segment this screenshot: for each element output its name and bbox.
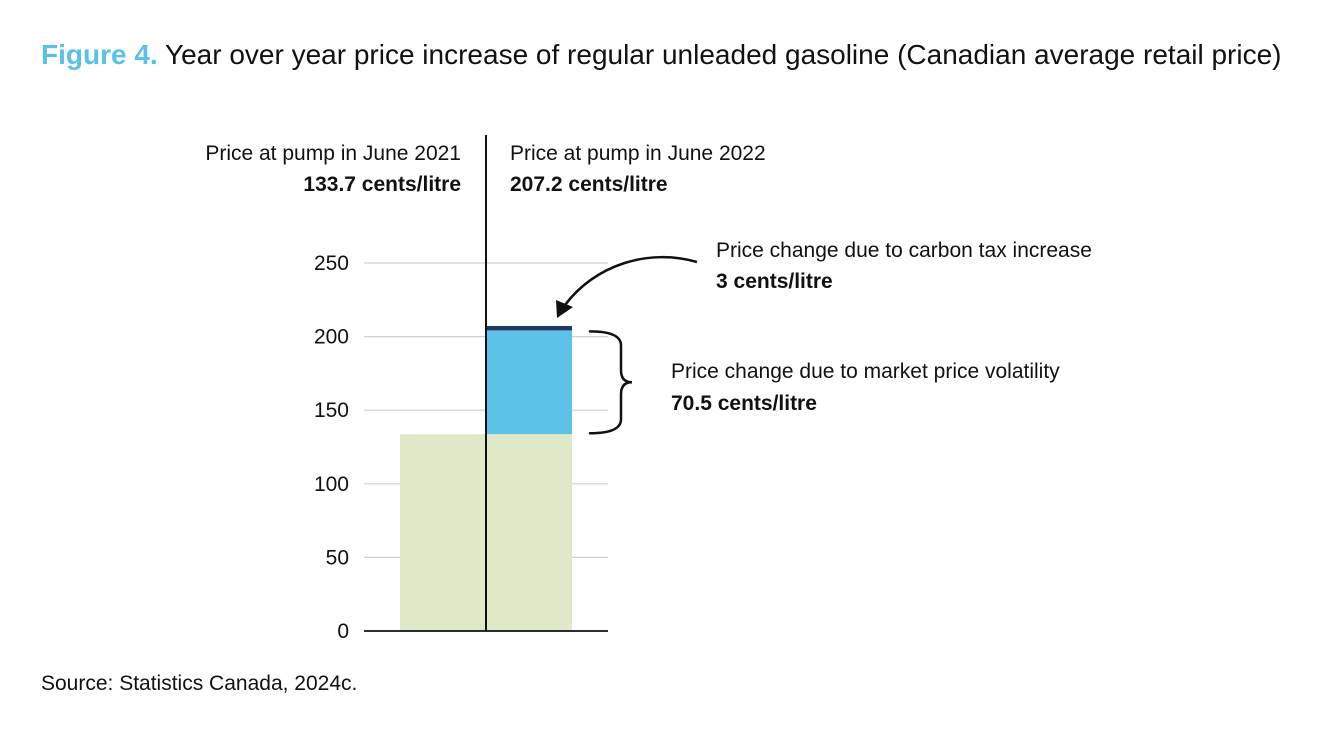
annotation-marks xyxy=(556,255,698,435)
labels: Price at pump in June 2021 133.7 cents/l… xyxy=(205,142,1092,415)
figure-title-text: Year over year price increase of regular… xyxy=(164,39,1282,70)
bars xyxy=(400,326,572,631)
y-tick-label-0: 0 xyxy=(337,620,349,643)
y-tick-label-200: 200 xyxy=(314,326,349,349)
source-note: Source: Statistics Canada, 2024c. xyxy=(41,672,358,695)
market-brace xyxy=(588,330,633,435)
annotation-market-value: 70.5 cents/litre xyxy=(671,392,817,415)
bar-base-0 xyxy=(400,434,486,631)
annotation-market-title: Price change due to market price volatil… xyxy=(671,360,1060,383)
figure-title: Figure 4. Year over year price increase … xyxy=(41,34,1301,76)
bar-market-1 xyxy=(486,330,572,435)
category-title-2021: Price at pump in June 2021 xyxy=(205,142,461,165)
carbon-arrow-head xyxy=(556,300,573,318)
y-tick-label-100: 100 xyxy=(314,473,349,496)
y-tick-label-250: 250 xyxy=(314,252,349,275)
category-value-2022: 207.2 cents/litre xyxy=(510,173,668,196)
figure-label: Figure 4. xyxy=(41,39,158,70)
carbon-arrow-curve xyxy=(564,255,698,306)
y-tick-label-50: 50 xyxy=(326,546,349,569)
bar-base-1 xyxy=(486,434,572,631)
bar-carbon-1 xyxy=(486,326,572,331)
category-value-2021: 133.7 cents/litre xyxy=(303,173,461,196)
category-title-2022: Price at pump in June 2022 xyxy=(510,142,766,165)
axes: 0 50 100 150 200 250 xyxy=(314,135,608,643)
annotation-carbon-value: 3 cents/litre xyxy=(716,270,833,293)
y-tick-label-150: 150 xyxy=(314,399,349,422)
annotation-carbon-title: Price change due to carbon tax increase xyxy=(716,239,1092,262)
